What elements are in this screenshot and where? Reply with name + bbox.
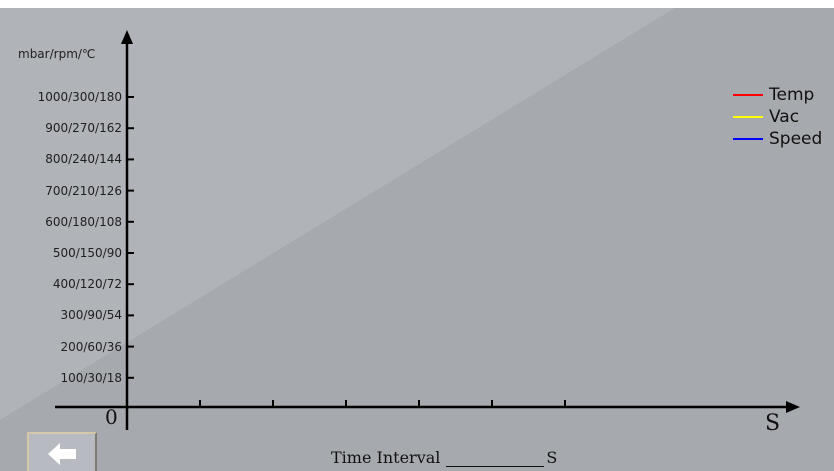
- legend-swatch: [733, 94, 763, 96]
- legend-label: Speed: [769, 129, 823, 149]
- time-interval-input[interactable]: [446, 448, 545, 467]
- legend-item-vac: Vac: [733, 106, 799, 128]
- legend-item-temp: Temp: [733, 84, 814, 106]
- y-tick-label: 1000/300/180: [37, 90, 122, 104]
- time-interval-label: Time Interval: [331, 448, 441, 467]
- y-tick-label: 900/270/162: [45, 121, 122, 136]
- back-button[interactable]: [27, 432, 97, 471]
- y-tick-label: 400/120/72: [52, 277, 122, 292]
- legend-item-speed: Speed: [733, 128, 822, 150]
- x-axis-arrow: [786, 401, 800, 413]
- y-tick-label: 700/210/126: [45, 183, 122, 198]
- x-axis-ticks: [199, 400, 566, 407]
- y-tick-label: 300/90/54: [60, 308, 122, 323]
- y-tick-label: 600/180/108: [45, 214, 122, 229]
- time-interval: Time Interval S: [331, 448, 557, 467]
- legend-swatch: [733, 116, 763, 118]
- legend-swatch: [733, 138, 763, 140]
- y-tick-label: 100/30/18: [60, 370, 122, 385]
- time-interval-unit: S: [546, 448, 558, 467]
- y-tick-label: 200/60/36: [60, 339, 122, 354]
- legend-label: Temp: [769, 85, 815, 105]
- y-tick-label: 800/240/144: [45, 152, 122, 167]
- x-axis-unit-label: S: [765, 411, 781, 436]
- origin-label: 0: [105, 405, 118, 429]
- y-axis-arrow: [121, 30, 133, 44]
- y-tick-label: 500/150/90: [52, 246, 122, 260]
- y-axis-unit-label: mbar/rpm/℃: [18, 47, 96, 61]
- arrow-left-icon: [48, 443, 76, 465]
- legend-label: Vac: [769, 107, 800, 127]
- y-axis-ticks: [127, 96, 134, 379]
